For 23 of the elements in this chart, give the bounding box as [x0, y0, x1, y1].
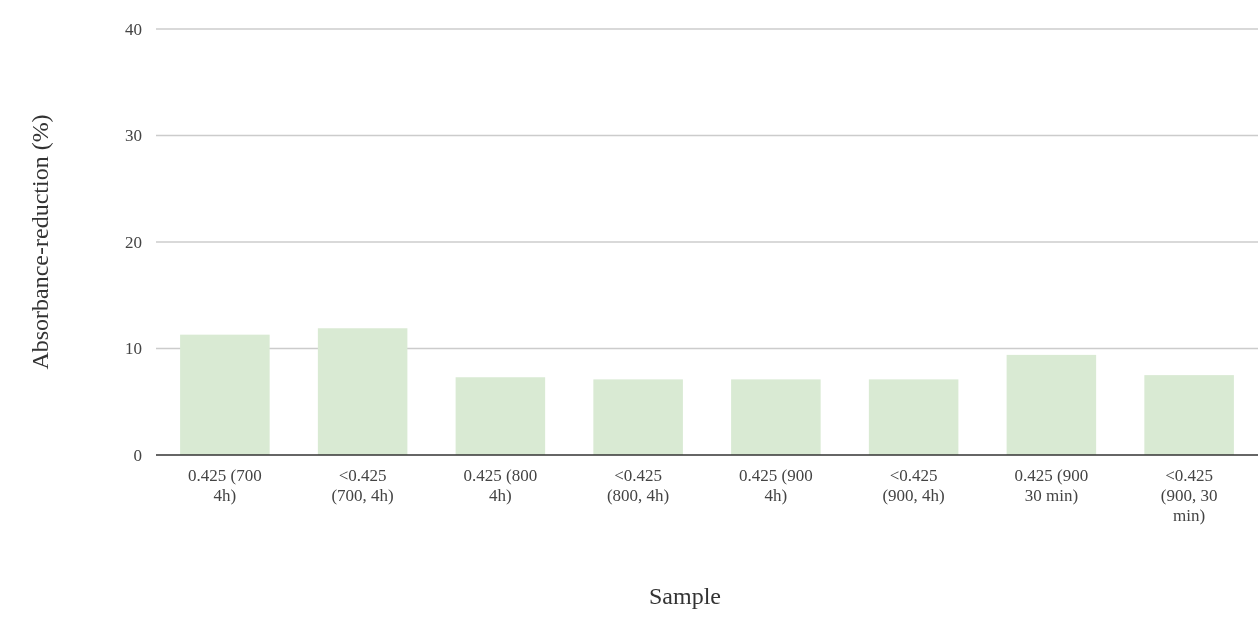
y-axis-title: Absorbance-reduction (%) [27, 114, 53, 370]
bar [317, 328, 408, 455]
x-tick-label: <0.425 (700, 4h) [331, 466, 394, 505]
bar [868, 379, 959, 455]
y-tick-label: 20 [125, 232, 142, 252]
x-tick-label: 0.425 (900 30 min) [1014, 466, 1089, 505]
x-tick-label: <0.425 (900, 30 min) [1160, 466, 1218, 525]
y-tick-label: 30 [125, 126, 142, 146]
x-tick-label: 0.425 (800 4h) [463, 466, 538, 505]
x-tick-label: 0.425 (900 4h) [739, 466, 813, 505]
y-tick-label: 40 [125, 19, 142, 39]
y-tick-label: 10 [125, 339, 142, 359]
y-tick-label: 0 [133, 445, 142, 465]
bar [593, 379, 683, 455]
bar [731, 379, 821, 455]
bar [455, 377, 546, 455]
bar [180, 334, 270, 455]
x-tick-label: 0.425 (700 4h) [188, 466, 262, 505]
x-tick-label: <0.425 (900, 4h) [882, 466, 945, 505]
bar [1144, 375, 1234, 455]
x-tick-label: <0.425 (800, 4h) [606, 466, 670, 505]
x-axis-title: Sample [649, 583, 721, 609]
bar [1006, 354, 1097, 455]
